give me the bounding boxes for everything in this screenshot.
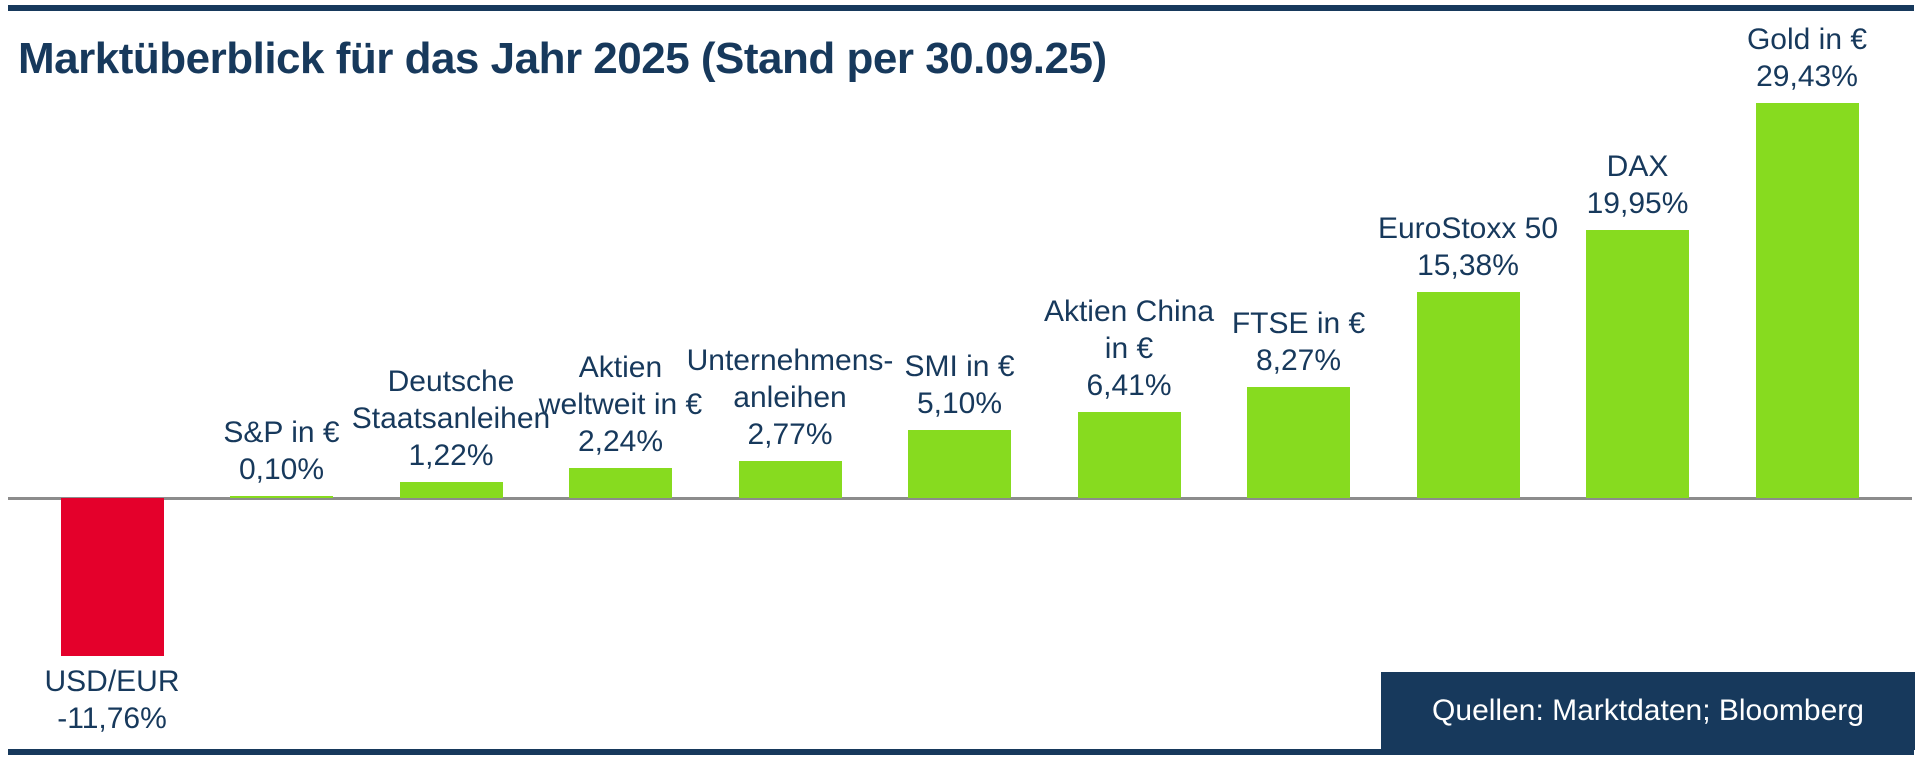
- bar-label-aktien-weltweit: Aktien weltweit in €2,24%: [538, 351, 703, 458]
- bar-aktien-china: [1078, 412, 1181, 498]
- bar-usd-eur: [61, 498, 164, 656]
- bar-unternehmensanleihen: [739, 461, 842, 498]
- chart-title: Marktüberblick für das Jahr 2025 (Stand …: [18, 34, 1107, 83]
- bar-label-usd-eur: USD/EUR -11,76%: [44, 665, 180, 735]
- source-box: Quellen: Marktdaten; Bloomberg: [1381, 672, 1915, 750]
- bar-smi-in-eur: [908, 430, 1011, 498]
- bar-label-unternehmensanleihen: Unternehmens-anleihen 2,77%: [686, 344, 894, 451]
- bar-dax: [1586, 230, 1689, 498]
- bar-label-dax: DAX 19,95%: [1586, 150, 1689, 220]
- source-label: Quellen: Marktdaten; Bloomberg: [1432, 694, 1864, 727]
- bar-sp-in-eur: [230, 496, 333, 498]
- bar-label-smi-in-eur: SMI in €5,10%: [904, 350, 1015, 420]
- bar-gold-in-eur: [1756, 103, 1859, 498]
- bar-label-gold-in-eur: Gold in €29,43%: [1746, 23, 1868, 93]
- bar-label-ftse-in-eur: FTSE in €8,27%: [1231, 307, 1366, 377]
- bar-eurostoxx-50: [1417, 292, 1520, 498]
- x-axis-line: [8, 497, 1912, 500]
- top-border-line: [8, 5, 1914, 11]
- bar-deutsche-staatsanleihen: [400, 482, 503, 498]
- bar-label-eurostoxx-50: EuroStoxx 50 15,38%: [1377, 212, 1559, 282]
- bar-label-deutsche-staatsanleihen: Deutsche Staatsanleihen 1,22%: [351, 365, 551, 472]
- bar-ftse-in-eur: [1247, 387, 1350, 498]
- bar-label-sp-in-eur: S&P in €0,10%: [223, 416, 340, 486]
- bottom-border-line: [8, 749, 1914, 755]
- bar-aktien-weltweit: [569, 468, 672, 498]
- bar-label-aktien-china: Aktien China in €6,41%: [1043, 295, 1215, 402]
